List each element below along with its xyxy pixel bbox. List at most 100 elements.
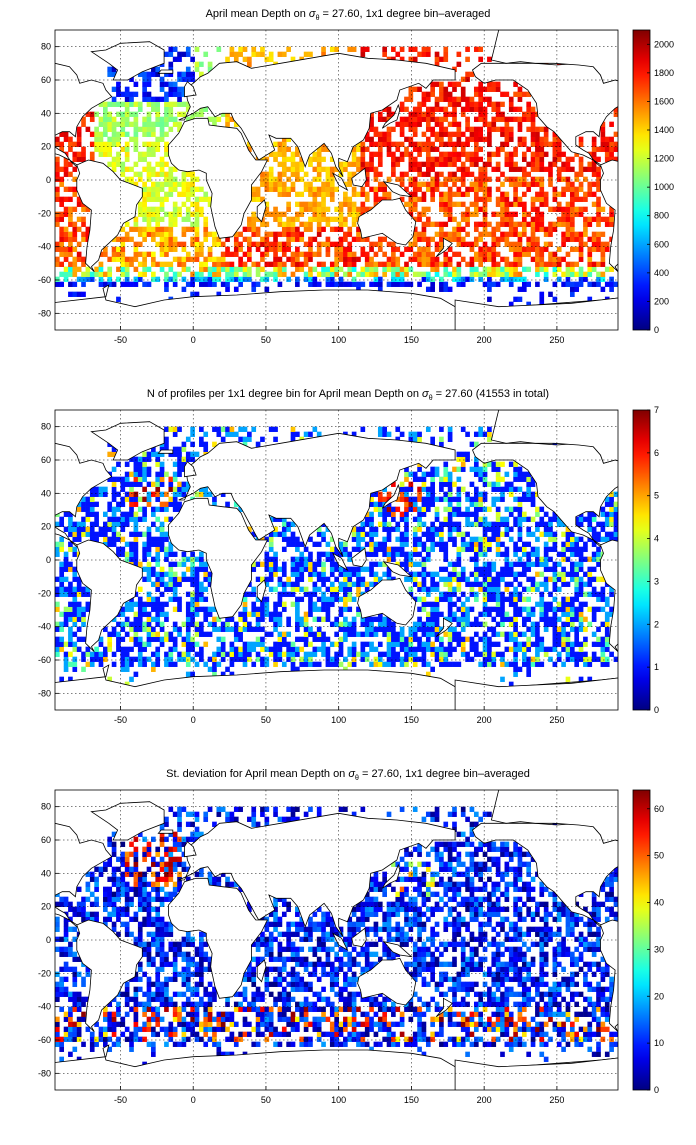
data-cell bbox=[125, 282, 130, 287]
data-cell bbox=[400, 657, 405, 662]
data-cell bbox=[448, 517, 453, 522]
x-tick-label: 150 bbox=[404, 335, 419, 345]
data-cell bbox=[417, 252, 422, 257]
data-cell bbox=[299, 192, 304, 197]
data-cell bbox=[208, 247, 213, 252]
data-cell bbox=[605, 282, 610, 287]
data-cell bbox=[452, 172, 457, 177]
data-cell bbox=[391, 637, 396, 642]
data-cell bbox=[199, 647, 204, 652]
data-cell bbox=[391, 552, 396, 557]
data-cell bbox=[199, 242, 204, 247]
data-cell bbox=[574, 542, 579, 547]
data-cell bbox=[116, 142, 121, 147]
data-cell bbox=[195, 577, 200, 582]
data-cell bbox=[313, 662, 318, 667]
data-cell bbox=[142, 557, 147, 562]
data-cell bbox=[470, 497, 475, 502]
data-cell bbox=[579, 547, 584, 552]
data-cell bbox=[299, 617, 304, 622]
data-cell bbox=[487, 277, 492, 282]
data-cell bbox=[173, 237, 178, 242]
data-cell bbox=[457, 662, 462, 667]
data-cell bbox=[526, 517, 531, 522]
data-cell bbox=[553, 187, 558, 192]
data-cell bbox=[461, 652, 466, 657]
data-cell bbox=[129, 502, 134, 507]
data-cell bbox=[566, 217, 571, 222]
data-cell bbox=[378, 182, 383, 187]
data-cell bbox=[326, 247, 331, 252]
data-cell bbox=[426, 112, 431, 117]
data-cell bbox=[94, 127, 99, 132]
data-cell bbox=[500, 92, 505, 97]
data-cell bbox=[347, 182, 352, 187]
data-cell bbox=[570, 652, 575, 657]
data-cell bbox=[382, 132, 387, 137]
data-cell bbox=[361, 532, 366, 537]
data-cell bbox=[120, 552, 125, 557]
data-cell bbox=[430, 587, 435, 592]
data-cell bbox=[539, 187, 544, 192]
data-cell bbox=[147, 92, 152, 97]
data-cell bbox=[86, 127, 91, 132]
data-cell bbox=[400, 282, 405, 287]
data-cell bbox=[142, 77, 147, 82]
data-cell bbox=[238, 657, 243, 662]
data-cell bbox=[461, 77, 466, 82]
data-cell bbox=[426, 492, 431, 497]
data-cell bbox=[439, 537, 444, 542]
data-cell bbox=[391, 162, 396, 167]
data-cell bbox=[138, 177, 143, 182]
data-cell bbox=[505, 662, 510, 667]
data-cell bbox=[151, 662, 156, 667]
data-cell bbox=[448, 527, 453, 532]
data-cell bbox=[330, 662, 335, 667]
data-cell bbox=[155, 622, 160, 627]
data-cell bbox=[173, 182, 178, 187]
data-cell bbox=[422, 132, 427, 137]
data-cell bbox=[339, 607, 344, 612]
data-cell bbox=[160, 622, 165, 627]
data-cell bbox=[199, 492, 204, 497]
data-cell bbox=[299, 557, 304, 562]
data-cell bbox=[173, 247, 178, 252]
data-cell bbox=[601, 137, 606, 142]
data-cell bbox=[500, 612, 505, 617]
data-cell bbox=[539, 142, 544, 147]
data-cell bbox=[90, 132, 95, 137]
data-cell bbox=[439, 152, 444, 157]
data-cell bbox=[343, 282, 348, 287]
data-cell bbox=[500, 217, 505, 222]
data-cell bbox=[238, 242, 243, 247]
data-cell bbox=[574, 597, 579, 602]
data-cell bbox=[601, 647, 606, 652]
data-cell bbox=[182, 172, 187, 177]
data-cell bbox=[72, 247, 77, 252]
data-cell bbox=[195, 492, 200, 497]
data-cell bbox=[286, 642, 291, 647]
data-cell bbox=[142, 547, 147, 552]
data-cell bbox=[326, 252, 331, 257]
data-cell bbox=[68, 642, 73, 647]
data-cell bbox=[387, 282, 392, 287]
data-cell bbox=[596, 547, 601, 552]
data-cell bbox=[216, 647, 221, 652]
data-cell bbox=[596, 197, 601, 202]
data-cell bbox=[382, 187, 387, 192]
data-cell bbox=[483, 112, 488, 117]
data-cell bbox=[186, 577, 191, 582]
data-cell bbox=[103, 142, 108, 147]
data-cell bbox=[313, 212, 318, 217]
data-cell bbox=[417, 642, 422, 647]
data-cell bbox=[264, 612, 269, 617]
data-cell bbox=[343, 232, 348, 237]
data-cell bbox=[313, 282, 318, 287]
data-cell bbox=[518, 127, 523, 132]
data-cell bbox=[186, 52, 191, 57]
data-cell bbox=[129, 227, 134, 232]
data-cell bbox=[435, 222, 440, 227]
data-cell bbox=[553, 562, 558, 567]
data-cell bbox=[531, 107, 536, 112]
data-cell bbox=[299, 202, 304, 207]
